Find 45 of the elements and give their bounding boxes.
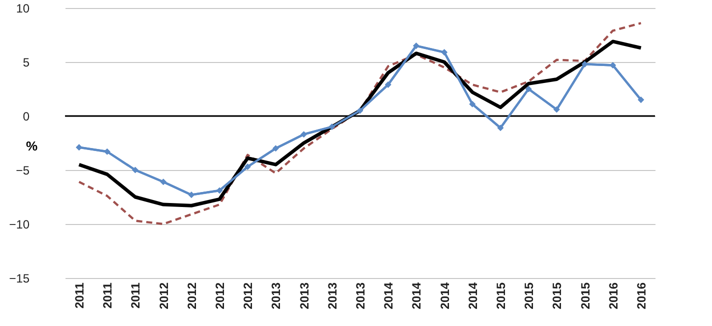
point <box>384 82 392 88</box>
x-tick-label: 2015 <box>522 282 536 310</box>
point <box>441 49 448 56</box>
y-tick-label: −5 <box>16 164 30 178</box>
x-tick-label: 2011 <box>72 282 87 309</box>
point <box>160 178 166 186</box>
x-tick-label: 2013 <box>269 282 284 310</box>
point <box>497 124 504 132</box>
x-tick-label: 2015 <box>550 282 564 310</box>
x-tick-label: 2015 <box>578 282 592 310</box>
point <box>525 86 532 92</box>
x-tick-label: 2014 <box>410 282 424 310</box>
x-tick-label: 2016 <box>634 282 648 310</box>
point <box>638 96 644 103</box>
point <box>554 106 560 113</box>
x-tick-label: 2013 <box>325 282 340 310</box>
x-tick-label: 2012 <box>213 282 228 310</box>
x-tick-label: 2013 <box>297 282 312 310</box>
point <box>610 62 616 68</box>
x-tick-label: 2012 <box>184 282 199 310</box>
y-tick-label: 5 <box>22 56 30 70</box>
x-tick-label: 2016 <box>606 282 620 310</box>
y-tick-label: −10 <box>9 218 30 232</box>
x-tick-label: 2015 <box>494 282 508 310</box>
x-tick-label: 2014 <box>382 282 396 310</box>
point <box>76 144 82 150</box>
point <box>244 164 251 170</box>
y-tick-label: 0 <box>22 110 30 124</box>
x-tick-label: 2011 <box>100 282 115 309</box>
point <box>300 131 307 138</box>
x-tick-label: 2014 <box>466 282 480 310</box>
line-series <box>78 22 642 226</box>
x-tick-label: 2011 <box>128 282 143 309</box>
y-axis-title: % <box>26 138 38 154</box>
x-tick-label: 2012 <box>156 282 171 310</box>
point <box>188 192 195 198</box>
point <box>132 166 138 174</box>
point <box>272 145 279 152</box>
x-tick-label: 2014 <box>438 282 452 310</box>
point <box>469 100 476 108</box>
point <box>413 42 420 49</box>
y-tick-label: 10 <box>16 2 30 16</box>
y-tick-label: −15 <box>9 272 30 286</box>
x-tick-label: 2013 <box>354 282 368 310</box>
x-tick-label: 2012 <box>241 282 256 310</box>
